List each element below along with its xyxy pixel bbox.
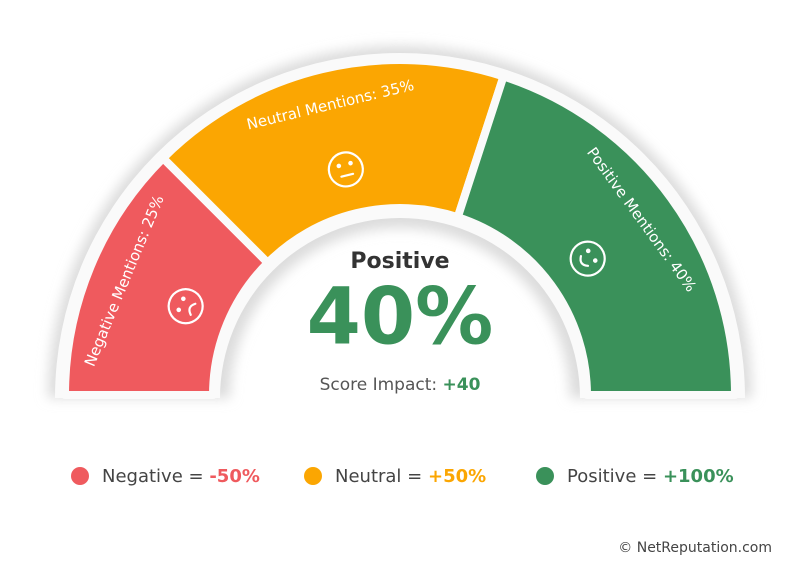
face-eye: [592, 258, 598, 263]
face-eye: [181, 296, 186, 302]
face-icon: [569, 240, 606, 277]
face-outline: [569, 240, 606, 277]
face-mouth: [579, 255, 590, 267]
legend-name: Positive =: [567, 466, 657, 487]
impact-label: Score Impact:: [320, 375, 438, 395]
legend-name: Negative =: [102, 466, 204, 487]
face-outline: [327, 151, 364, 188]
legend-dot: [71, 467, 89, 485]
legend-entry: Neutral = +50%: [335, 466, 486, 487]
legend-dot: [304, 467, 322, 485]
gauge-segment: [453, 72, 739, 399]
legend-value: -50%: [209, 466, 260, 487]
score-impact: Score Impact: +40: [320, 375, 481, 395]
face-eye: [585, 248, 591, 254]
footer: © NetReputation.com: [618, 540, 772, 556]
gauge-segment: [159, 56, 508, 267]
face-outline: [167, 288, 204, 325]
legend-entry: Positive = +100%: [567, 466, 734, 487]
face-eye: [336, 163, 342, 169]
center-label: Positive: [350, 249, 449, 274]
face-icon: [327, 151, 364, 188]
center-value: 40%: [307, 272, 494, 362]
impact-value: +40: [443, 375, 481, 395]
face-icon: [167, 288, 204, 325]
legend-value: +50%: [428, 466, 486, 487]
face-eye: [176, 307, 182, 313]
legend-dot: [536, 467, 554, 485]
face-mouth: [340, 172, 355, 178]
legend-entry: Negative = -50%: [102, 466, 260, 487]
face-eye: [348, 160, 353, 166]
legend-name: Neutral =: [335, 466, 422, 487]
legend-value: +100%: [663, 466, 734, 487]
face-mouth: [188, 302, 197, 316]
